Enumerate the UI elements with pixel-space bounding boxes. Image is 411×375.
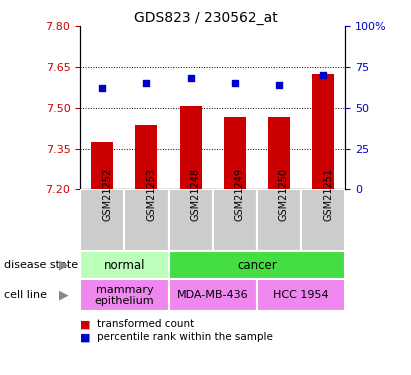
Text: GSM21253: GSM21253 xyxy=(146,168,157,221)
Text: GSM21248: GSM21248 xyxy=(191,168,201,221)
Text: GSM21250: GSM21250 xyxy=(279,168,289,221)
Bar xyxy=(169,251,345,279)
Bar xyxy=(169,189,213,251)
Text: cell line: cell line xyxy=(4,290,47,300)
Bar xyxy=(80,279,169,311)
Bar xyxy=(257,279,345,311)
Bar xyxy=(124,189,169,251)
Point xyxy=(320,72,326,78)
Text: ▶: ▶ xyxy=(59,259,69,272)
Bar xyxy=(224,117,246,189)
Text: transformed count: transformed count xyxy=(97,320,194,329)
Bar xyxy=(91,142,113,189)
Text: percentile rank within the sample: percentile rank within the sample xyxy=(97,333,272,342)
Text: HCC 1954: HCC 1954 xyxy=(273,290,329,300)
Text: cancer: cancer xyxy=(237,259,277,272)
Bar xyxy=(257,189,301,251)
Text: GDS823 / 230562_at: GDS823 / 230562_at xyxy=(134,11,277,25)
Point xyxy=(143,80,150,86)
Text: normal: normal xyxy=(104,259,145,272)
Text: GSM21251: GSM21251 xyxy=(323,168,333,221)
Point xyxy=(99,85,106,91)
Text: GSM21252: GSM21252 xyxy=(102,168,112,221)
Bar xyxy=(301,189,345,251)
Bar xyxy=(312,74,334,189)
Text: disease state: disease state xyxy=(4,260,78,270)
Point xyxy=(187,75,194,81)
Text: MDA-MB-436: MDA-MB-436 xyxy=(177,290,249,300)
Text: ▶: ▶ xyxy=(59,289,69,302)
Bar xyxy=(169,279,257,311)
Point xyxy=(231,80,238,86)
Bar xyxy=(180,106,202,189)
Text: GSM21249: GSM21249 xyxy=(235,168,245,221)
Bar xyxy=(268,117,290,189)
Text: mammary
epithelium: mammary epithelium xyxy=(95,285,154,306)
Bar xyxy=(80,251,169,279)
Bar xyxy=(213,189,257,251)
Bar xyxy=(135,126,157,189)
Bar xyxy=(80,189,124,251)
Text: ■: ■ xyxy=(80,320,91,329)
Text: ■: ■ xyxy=(80,333,91,342)
Point xyxy=(276,82,282,88)
